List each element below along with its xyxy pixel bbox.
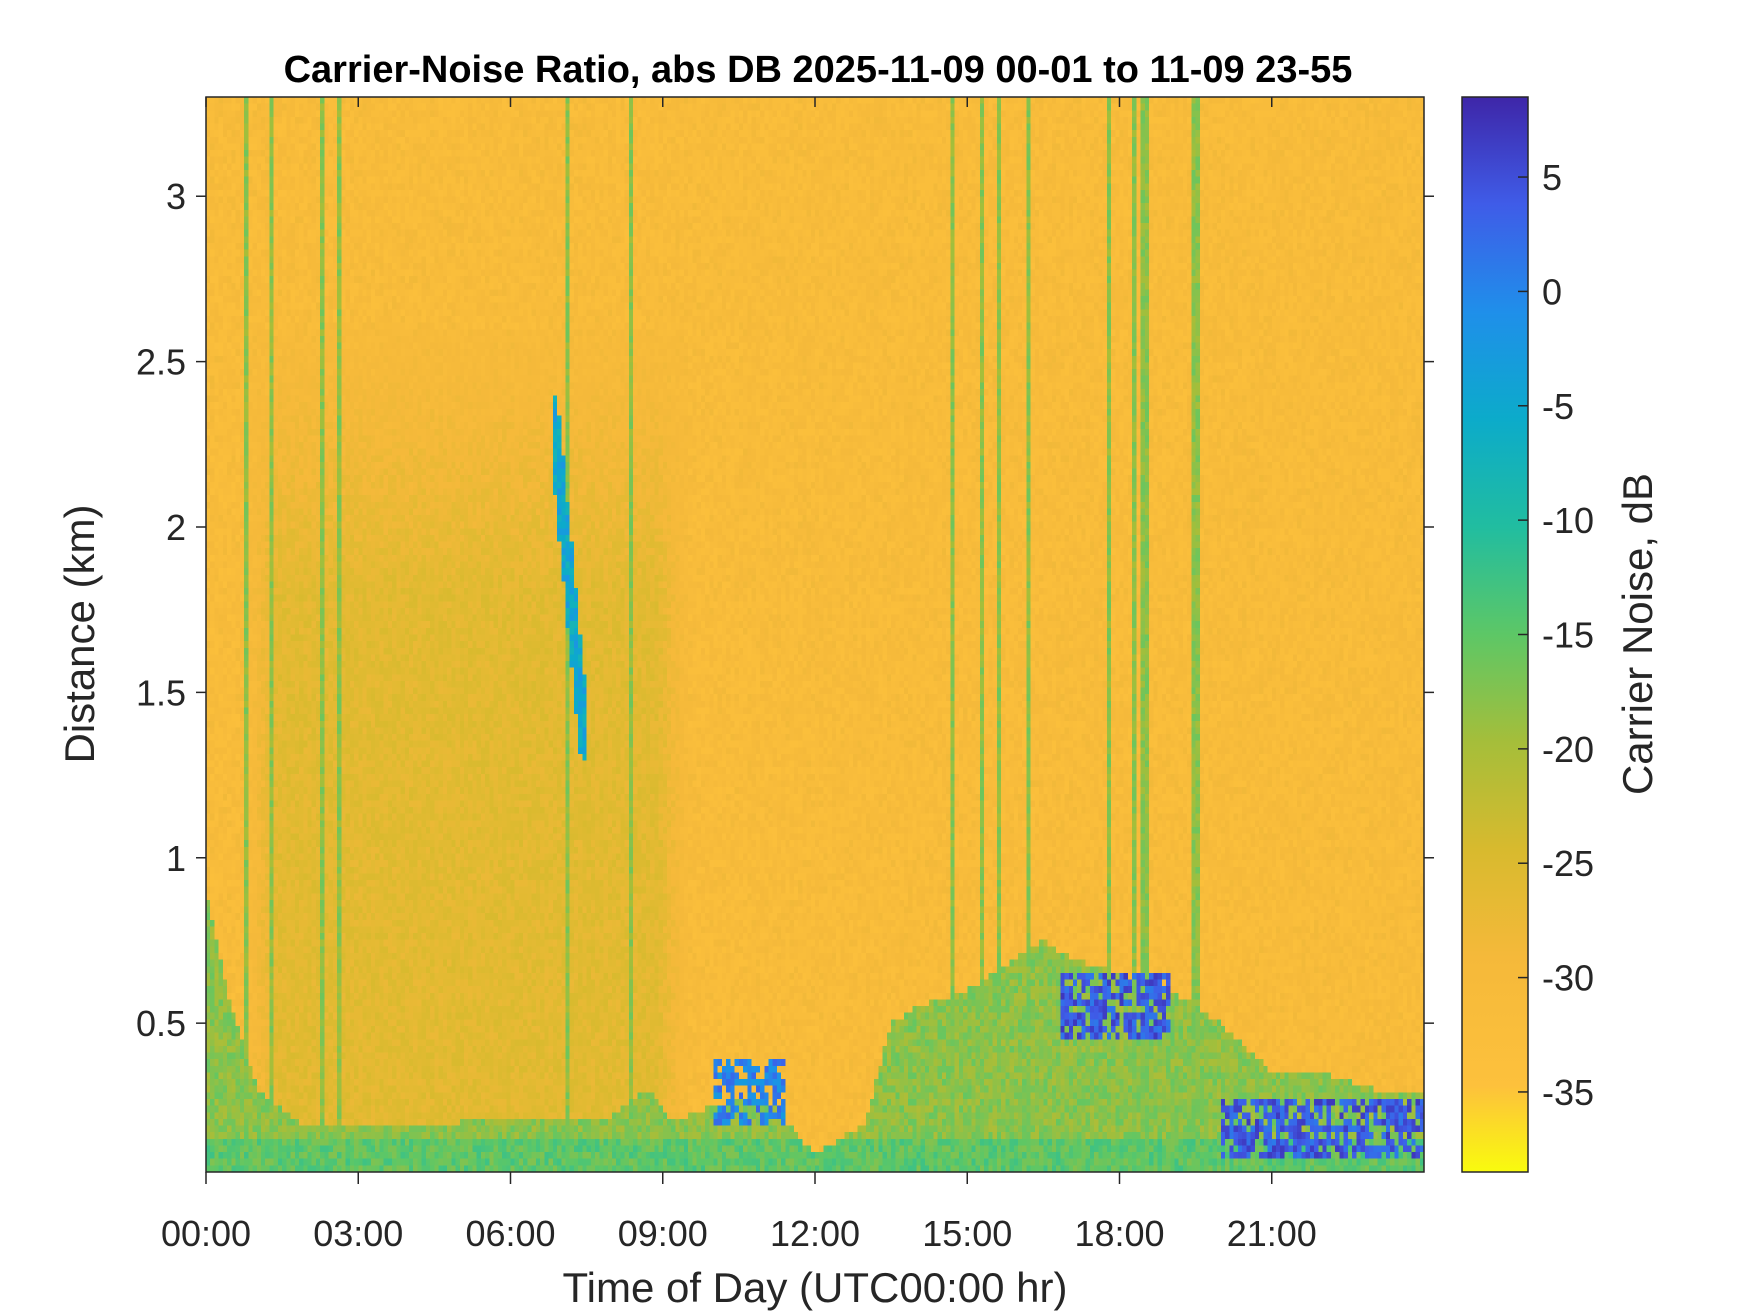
colorbar-gradient [1461,96,1529,1173]
colorbar-tick-label: -30 [1542,958,1594,999]
colorbar-tick-label: -20 [1542,729,1594,770]
x-tick-label: 09:00 [618,1213,708,1254]
heatmap-image [206,97,1424,1172]
y-axis-label: Distance (km) [56,504,103,763]
y-tick-label: 0.5 [136,1003,186,1044]
colorbar-tick-label: -35 [1542,1072,1594,1113]
y-tick-label: 3 [166,176,186,217]
y-tick-label: 1 [166,838,186,879]
colorbar-label: Carrier Noise, dB [1614,473,1661,795]
colorbar-tick-label: -15 [1542,615,1594,656]
colorbar-tick-label: -10 [1542,500,1594,541]
colorbar-tick-label: 5 [1542,157,1562,198]
colorbar-tick-label: 0 [1542,271,1562,312]
x-tick-label: 06:00 [465,1213,555,1254]
x-tick-label: 12:00 [770,1213,860,1254]
colorbar-tick-label: -5 [1542,386,1574,427]
y-tick-label: 2 [166,507,186,548]
chart-title: Carrier-Noise Ratio, abs DB 2025-11-09 0… [284,49,1353,91]
y-tick-label: 1.5 [136,672,186,713]
x-tick-label: 18:00 [1074,1213,1164,1254]
colorbar-ticks: 5 0 -5 -10 -15 -20 -25 -30 -35 [1518,157,1594,1113]
y-axis: 0.5 1 1.5 2 2.5 3 [136,176,1434,1044]
x-axis-label: Time of Day (UTC00:00 hr) [563,1264,1068,1311]
y-tick-label: 2.5 [136,342,186,383]
colorbar-tick-label: -25 [1542,843,1594,884]
x-tick-label: 21:00 [1227,1213,1317,1254]
x-tick-label: 15:00 [922,1213,1012,1254]
x-axis: 00:00 03:00 06:00 09:00 12:00 15:00 18:00 21:00 [161,97,1317,1254]
x-tick-label: 00:00 [161,1213,251,1254]
x-tick-label: 03:00 [313,1213,403,1254]
colorbar: 5 0 -5 -10 -15 -20 -25 -30 -35 Carrier Noise, dB [1461,96,1661,1173]
heatmap-plot-area [206,97,1424,1172]
